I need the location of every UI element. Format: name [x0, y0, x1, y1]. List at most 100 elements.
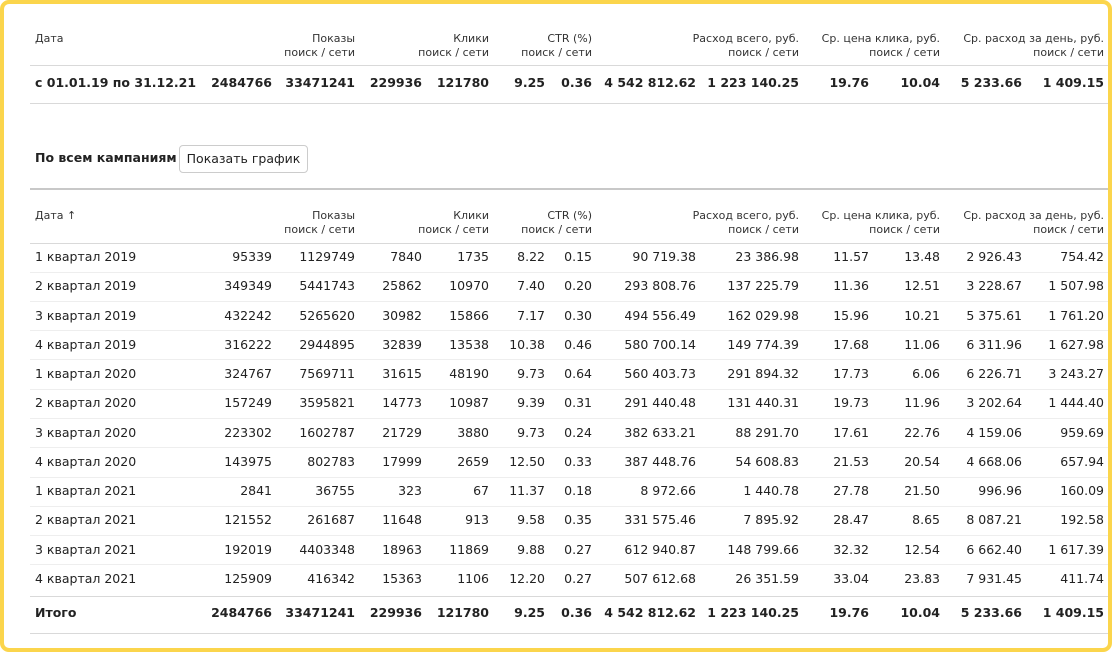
cell: 11.57	[833, 249, 869, 265]
column-header[interactable]: Расход всего, руб.	[693, 32, 799, 46]
cell: 4 542 812.62	[604, 605, 696, 621]
cell: 33471241	[285, 75, 355, 91]
cell: 19.76	[829, 605, 869, 621]
cell: 411.74	[1060, 571, 1104, 587]
column-subheader: поиск / сети	[1033, 223, 1104, 237]
column-header[interactable]: CTR (%)	[547, 32, 592, 46]
cell: 0.27	[564, 542, 592, 558]
cell: 121552	[224, 512, 272, 528]
cell: 143975	[224, 454, 272, 470]
cell: 1 627.98	[1048, 337, 1104, 353]
cell: 1 507.98	[1048, 278, 1104, 294]
row-divider	[30, 447, 1108, 448]
cell: 8.65	[912, 512, 940, 528]
cell: 6.06	[912, 366, 940, 382]
column-header[interactable]: Показы	[312, 209, 355, 223]
cell: 9.25	[514, 75, 545, 91]
column-header: Дата	[35, 32, 63, 46]
cell: 17.61	[833, 425, 869, 441]
column-header[interactable]: Ср. цена клика, руб.	[822, 209, 940, 223]
column-header[interactable]: Клики	[453, 209, 489, 223]
cell: 387 448.76	[624, 454, 696, 470]
column-header[interactable]: CTR (%)	[547, 209, 592, 223]
cell: 416342	[307, 571, 355, 587]
cell: 7.17	[517, 308, 545, 324]
cell: 1 444.40	[1048, 395, 1104, 411]
cell: 2484766	[211, 75, 272, 91]
cell: 148 799.66	[727, 542, 799, 558]
divider	[30, 243, 1108, 244]
column-header[interactable]: Ср. расход за день, руб.	[963, 209, 1104, 223]
cell: 261687	[307, 512, 355, 528]
cell: 1 223 140.25	[707, 75, 799, 91]
column-header: Дата ↑	[35, 209, 76, 223]
cell: 913	[465, 512, 489, 528]
row-divider	[30, 418, 1108, 419]
cell: 1602787	[299, 425, 355, 441]
cell: 21729	[382, 425, 422, 441]
cell: 11.96	[904, 395, 940, 411]
row-divider	[30, 564, 1108, 565]
cell: 494 556.49	[624, 308, 696, 324]
cell: 6 662.40	[966, 542, 1022, 558]
cell: 10.04	[900, 75, 940, 91]
column-header[interactable]: Ср. расход за день, руб.	[963, 32, 1104, 46]
cell: 27.78	[833, 483, 869, 499]
cell: 20.54	[904, 454, 940, 470]
cell: 4 159.06	[966, 425, 1022, 441]
cell: 15363	[382, 571, 422, 587]
cell: 21.50	[904, 483, 940, 499]
column-header[interactable]: Показы	[312, 32, 355, 46]
cell: 1 223 140.25	[707, 605, 799, 621]
row-divider	[30, 506, 1108, 507]
cell: 7569711	[299, 366, 355, 382]
divider	[30, 633, 1108, 634]
cell: 5 233.66	[961, 605, 1022, 621]
row-divider	[30, 535, 1108, 536]
cell: 13538	[449, 337, 489, 353]
cell: 0.64	[564, 366, 592, 382]
cell: 0.36	[561, 605, 592, 621]
cell: 0.31	[564, 395, 592, 411]
row-divider	[30, 359, 1108, 360]
column-header[interactable]: Расход всего, руб.	[693, 209, 799, 223]
cell: 291 894.32	[727, 366, 799, 382]
cell: 31615	[382, 366, 422, 382]
row-label: 1 квартал 2021	[35, 483, 136, 499]
row-label: 3 квартал 2021	[35, 542, 136, 558]
show-chart-button[interactable]: Показать график	[179, 145, 308, 173]
cell: 316222	[224, 337, 272, 353]
cell: 0.33	[564, 454, 592, 470]
cell: 131 440.31	[727, 395, 799, 411]
divider	[30, 65, 1108, 66]
cell: 36755	[315, 483, 355, 499]
column-header[interactable]: Клики	[453, 32, 489, 46]
cell: 12.54	[904, 542, 940, 558]
cell: 4403348	[299, 542, 355, 558]
cell: 229936	[370, 75, 422, 91]
cell: 331 575.46	[624, 512, 696, 528]
cell: 137 225.79	[727, 278, 799, 294]
column-subheader: поиск / сети	[418, 46, 489, 60]
cell: 8 972.66	[640, 483, 696, 499]
cell: 4 668.06	[966, 454, 1022, 470]
cell: 12.51	[904, 278, 940, 294]
cell: 223302	[224, 425, 272, 441]
cell: 12.20	[509, 571, 545, 587]
cell: 10.04	[900, 605, 940, 621]
cell: 5 375.61	[966, 308, 1022, 324]
column-header[interactable]: Ср. цена клика, руб.	[822, 32, 940, 46]
cell: 349349	[224, 278, 272, 294]
column-subheader: поиск / сети	[521, 46, 592, 60]
section-title: По всем кампаниям	[35, 150, 177, 166]
cell: 9.73	[517, 366, 545, 382]
cell: 22.76	[904, 425, 940, 441]
cell: 14773	[382, 395, 422, 411]
cell: 28.47	[833, 512, 869, 528]
cell: 754.42	[1060, 249, 1104, 265]
cell: 0.36	[561, 75, 592, 91]
cell: 67	[473, 483, 489, 499]
cell: 125909	[224, 571, 272, 587]
cell: 1735	[457, 249, 489, 265]
column-subheader: поиск / сети	[728, 223, 799, 237]
